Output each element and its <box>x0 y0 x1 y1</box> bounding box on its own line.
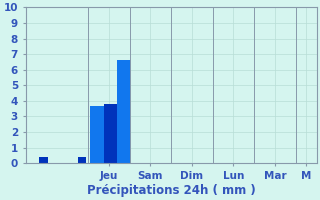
Bar <box>90 106 104 163</box>
Bar <box>117 60 131 163</box>
Bar <box>77 157 86 163</box>
Bar <box>104 104 117 163</box>
Bar <box>39 157 48 163</box>
X-axis label: Précipitations 24h ( mm ): Précipitations 24h ( mm ) <box>87 184 255 197</box>
